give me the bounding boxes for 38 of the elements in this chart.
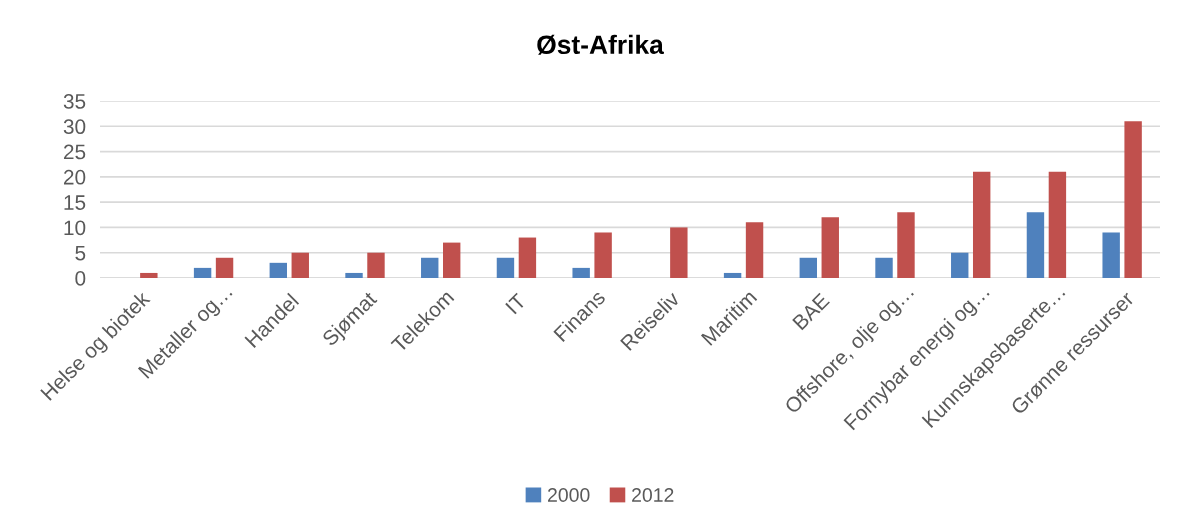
bar [345,272,363,278]
bar [594,232,612,278]
bar [518,237,537,278]
bar [193,267,212,278]
y-tick-label: 10 [64,220,86,236]
bar [897,212,915,278]
bar [572,267,590,278]
bar [972,171,991,278]
legend-label: 2012 [632,488,674,502]
y-tick-label: 25 [63,144,86,160]
bar [723,272,742,278]
y-tick-label: 5 [75,245,86,261]
bar [1026,212,1045,278]
y-tick-label: 35 [63,94,86,109]
bar [367,252,385,278]
legend-label: 2000 [548,488,590,502]
bar [1102,232,1120,278]
bar [442,242,461,278]
y-tick-label: 0 [75,271,86,286]
bar [496,257,515,278]
bar [875,257,893,278]
y-tick-label: 20 [63,169,86,185]
bar [421,257,439,278]
bar [140,272,158,278]
bar [745,222,764,278]
x-tick-label: IT [505,292,527,315]
bar [821,217,839,278]
y-tick-label: 15 [64,195,86,210]
chart-title: Øst-Afrika [537,34,664,55]
bar [670,227,688,278]
y-tick-label: 30 [63,119,86,135]
bar [269,262,288,278]
bar [799,257,818,278]
bar [1048,171,1067,278]
bar [951,252,969,278]
bar [291,252,309,278]
bar [1124,121,1142,278]
bar [215,257,234,278]
